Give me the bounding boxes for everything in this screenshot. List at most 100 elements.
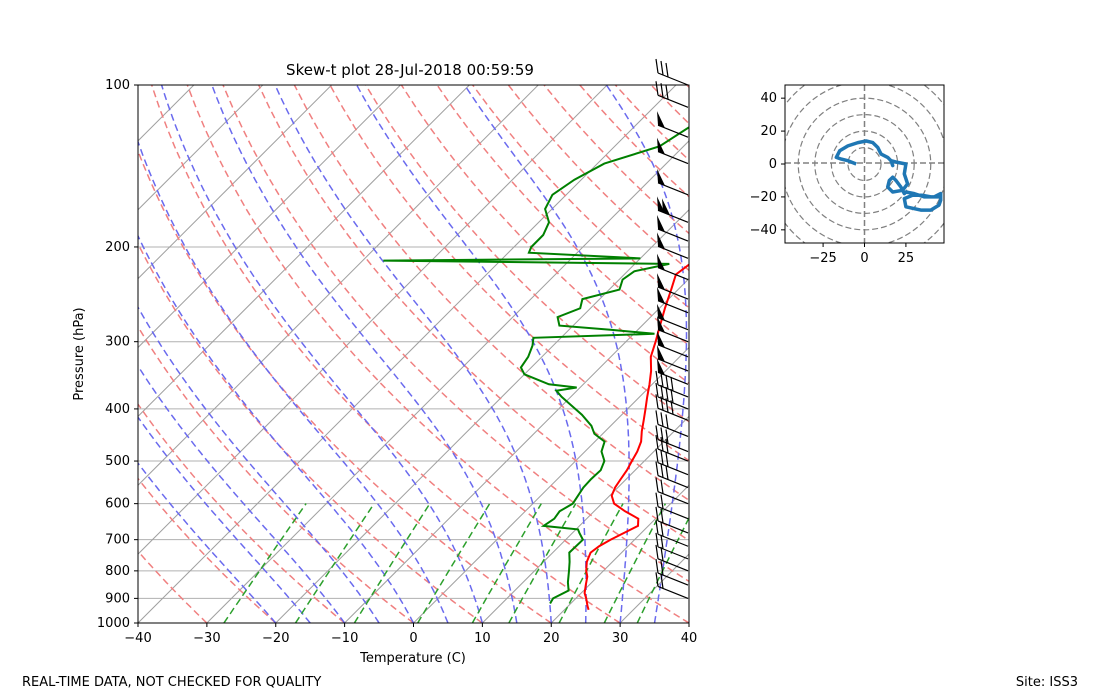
dry-adiabat-line (186, 85, 689, 623)
hodograph-panel: −25 0 25 40 20 0 −20 −40 (750, 84, 945, 266)
pressure-tick-label: 600 (105, 497, 130, 512)
wind-barb (655, 558, 689, 586)
wind-barb-pennant (657, 168, 665, 186)
wind-barb-flag (660, 412, 664, 427)
dry-adiabat-line (138, 242, 483, 623)
temperature-tick-label: 30 (612, 631, 629, 646)
wind-barb (655, 520, 689, 547)
hodograph-y-tick-label: 20 (760, 124, 777, 139)
wind-barb-staff (657, 151, 689, 165)
wind-barb-flag (655, 425, 659, 440)
wind-barb-flag (660, 83, 664, 98)
wind-barb-flag (660, 522, 664, 537)
dry-adiabat-line (258, 85, 689, 542)
wind-barb-staff (657, 124, 689, 138)
isotherm-line (344, 277, 689, 623)
wind-barb-flag (665, 386, 669, 401)
wind-barb-pennant (657, 358, 665, 376)
wind-barb-pennant (657, 330, 665, 348)
moist-adiabat-line (138, 305, 380, 623)
wind-barb-flag (660, 463, 664, 478)
wind-barb-flag (660, 396, 664, 411)
pressure-axis: 100 200 300 400 500 600 700 800 900 1000 (97, 78, 138, 631)
wind-barb (655, 425, 689, 453)
dry-adiabat-line (138, 149, 552, 623)
dry-adiabat-line (400, 85, 689, 385)
isotherm-line (138, 85, 264, 211)
wind-barb (657, 330, 689, 358)
wind-barb-flag (655, 394, 659, 409)
isotherm-line (275, 209, 689, 623)
dry-adiabat-line (758, 85, 1100, 623)
dry-adiabat-line (436, 85, 689, 347)
skewt-panel: Skew-t plot 28-Jul-2018 00:59:59 1002003… (72, 58, 1100, 666)
dry-adiabat-line (507, 85, 689, 272)
moist-adiabat-line (138, 234, 415, 623)
hodograph-range-ring (847, 146, 882, 182)
quality-disclaimer: REAL-TIME DATA, NOT CHECKED FOR QUALITY (22, 675, 321, 690)
wind-barb-flag (660, 479, 664, 494)
wind-barb (655, 81, 689, 108)
mixing-ratio-line (636, 516, 689, 623)
wind-barb (657, 168, 689, 196)
hodograph-plot-area (785, 85, 944, 243)
wind-barb-flag (655, 448, 659, 463)
pressure-tick-label: 300 (105, 335, 130, 350)
mixing-ratio-line (508, 503, 577, 623)
wind-barb (657, 273, 689, 300)
mixing-ratio-line (471, 503, 542, 623)
wind-barb-pennant (657, 273, 665, 290)
pressure-tick-label: 100 (105, 78, 130, 93)
wind-barb-flag (670, 388, 674, 403)
dry-adiabat-line (650, 85, 689, 125)
wind-barb-flag (665, 414, 669, 429)
temperature-tick-label: −30 (193, 631, 220, 646)
wind-barb (657, 315, 689, 343)
wind-barb (655, 477, 689, 505)
pressure-tick-label: 400 (105, 402, 130, 417)
moist-adiabat-line (138, 415, 311, 623)
wind-barb-flag (660, 534, 664, 549)
wind-barb (657, 215, 689, 242)
mixing-ratio-line (603, 503, 667, 623)
wind-barb-flag (665, 429, 669, 444)
pressure-tick-label: 900 (105, 591, 130, 606)
dry-adiabat-line (723, 85, 1100, 623)
wind-barb-flag (655, 477, 659, 492)
wind-barb-flag (665, 398, 669, 413)
temperature-tick-label: 20 (543, 631, 560, 646)
wind-barb-flag (665, 465, 669, 480)
pressure-tick-label: 800 (105, 564, 130, 579)
moist-adiabat-line (274, 85, 553, 623)
wind-barb (655, 448, 689, 476)
wind-barb-flag (660, 560, 664, 576)
wind-barb-pennant (657, 215, 665, 232)
wind-barb-flag (665, 452, 669, 467)
wind-barb (655, 506, 689, 534)
wind-barb-flag (660, 372, 664, 388)
wind-barb-pennant (657, 315, 665, 333)
mixing-ratio-line (223, 503, 307, 623)
isotherm-line (138, 85, 470, 418)
wind-barb-flag (665, 85, 669, 100)
pressure-tick-label: 200 (105, 240, 130, 255)
wind-barb-staff (657, 267, 689, 281)
wind-barb-flag (655, 558, 659, 574)
wind-barb-flag (655, 461, 659, 476)
temperature-tick-label: −40 (124, 631, 151, 646)
wind-barb (657, 358, 689, 385)
wind-barb-staff (657, 228, 689, 242)
wind-barb-flag (660, 574, 664, 589)
wind-barb (655, 572, 689, 599)
dry-adiabat-line (472, 85, 689, 309)
temperature-tick-label: 10 (474, 631, 491, 646)
wind-barb-flag (655, 532, 659, 547)
wind-barb-flag (660, 436, 664, 452)
wind-barb (657, 111, 689, 138)
wind-barb-flag (655, 382, 659, 397)
isotherm-line (138, 85, 332, 280)
wind-barb-pennant (657, 303, 665, 321)
hodograph-x-tick-label: 25 (898, 251, 915, 266)
wind-barb (657, 232, 689, 259)
wind-barb-staff (657, 245, 689, 259)
